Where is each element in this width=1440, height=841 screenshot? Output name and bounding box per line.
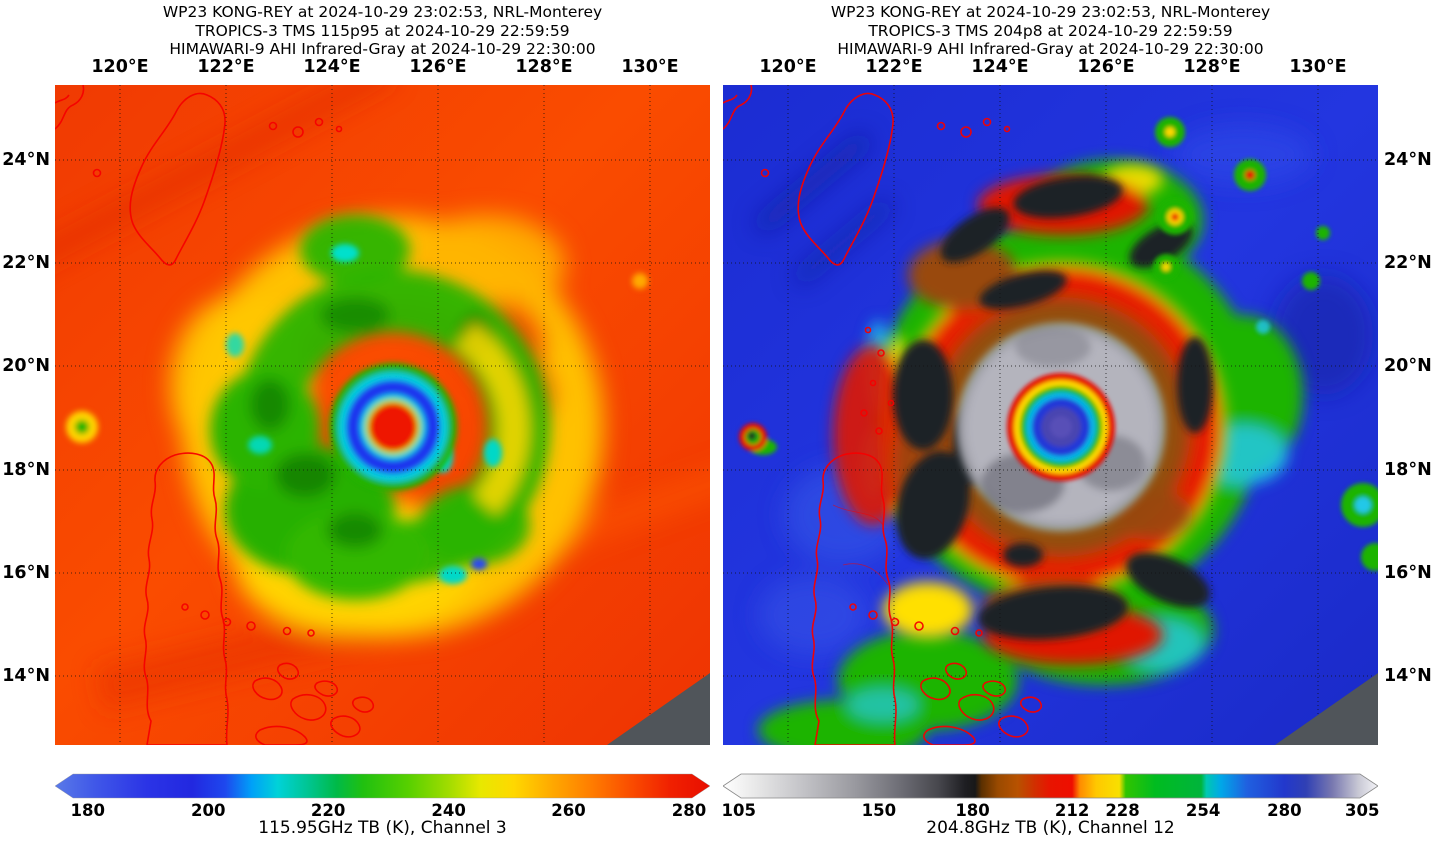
- lat-tick: 14°N: [2, 666, 50, 686]
- colorbar-tick: 150: [861, 801, 897, 820]
- panel-115-title: WP23 KONG-REY at 2024-10-29 23:02:53, NR…: [55, 3, 710, 59]
- map-115ghz: [13, 57, 788, 746]
- panel-115-title-line1: WP23 KONG-REY at 2024-10-29 23:02:53, NR…: [162, 3, 603, 21]
- lon-tick: 128°E: [1183, 57, 1241, 77]
- lon-tick: 130°E: [621, 57, 679, 77]
- lon-tick: 122°E: [197, 57, 255, 77]
- colorbar-caption-204ghz: 204.8GHz TB (K), Channel 12: [926, 818, 1175, 838]
- panel-204-title-line1: WP23 KONG-REY at 2024-10-29 23:02:53, NR…: [830, 3, 1271, 21]
- lon-tick: 122°E: [865, 57, 923, 77]
- lat-tick: 16°N: [2, 563, 50, 583]
- colorbar-tick: 280: [1267, 801, 1302, 820]
- colorbar-caption-115ghz: 115.95GHz TB (K), Channel 3: [258, 818, 507, 838]
- lon-tick: 130°E: [1289, 57, 1347, 77]
- lon-tick: 126°E: [409, 57, 467, 77]
- lat-tick: 18°N: [2, 460, 50, 480]
- colorbar-tick: 105: [721, 801, 756, 820]
- lon-tick: 120°E: [91, 57, 149, 77]
- nodata-corner: [607, 673, 710, 745]
- colorbar-tick: 305: [1345, 801, 1380, 820]
- coastlines: [722, 84, 1043, 746]
- colorbar-tick: 260: [551, 801, 586, 820]
- panel-204-title: WP23 KONG-REY at 2024-10-29 23:02:53, NR…: [723, 3, 1378, 59]
- panel-115-title-line3: HIMAWARI-9 AHI Infrared-Gray at 2024-10-…: [169, 40, 596, 58]
- panel-115-title-line2: TROPICS-3 TMS 115p95 at 2024-10-29 22:59…: [195, 21, 570, 40]
- coastlines: [54, 84, 375, 746]
- colorbar-tick: 280: [671, 801, 707, 820]
- colorbar-tick: 212: [1054, 801, 1090, 820]
- lon-tick: 128°E: [515, 57, 573, 77]
- colorbar-204ghz: 105 150 180 212 228 254 280 305 204.8GHz…: [721, 773, 1380, 841]
- panel-204-title-line3: HIMAWARI-9 AHI Infrared-Gray at 2024-10-…: [837, 40, 1264, 58]
- lat-tick: 20°N: [2, 356, 50, 376]
- colorbar-tick: 228: [1105, 801, 1140, 820]
- colorbar-tick: 180: [955, 801, 990, 820]
- lat-tick: 14°N: [1384, 666, 1432, 686]
- lon-tick: 120°E: [759, 57, 817, 77]
- lon-tick: 126°E: [1077, 57, 1135, 77]
- colorbar-tick: 254: [1185, 801, 1221, 820]
- rainband-ring: [210, 215, 550, 600]
- lon-tick: 124°E: [303, 57, 361, 77]
- storm-image-115ghz: [13, 57, 788, 746]
- colorbar-tick: 180: [70, 801, 105, 820]
- colorbar-115ghz-bar: [55, 773, 710, 799]
- colorbar-tick: 200: [191, 801, 226, 820]
- lat-tick: 16°N: [1384, 563, 1432, 583]
- map-204ghz: [722, 84, 1389, 760]
- lat-tick: 22°N: [1384, 253, 1432, 273]
- colorbar-204ghz-bar: [723, 773, 1378, 799]
- lat-tick: 24°N: [1384, 150, 1432, 170]
- colorbar-115ghz: 180 200 220 240 260 280 115.95GHz TB (K)…: [55, 773, 710, 841]
- nodata-corner: [1275, 673, 1378, 745]
- lat-tick: 24°N: [2, 150, 50, 170]
- colorbar-tick: 240: [431, 801, 466, 820]
- lat-tick: 22°N: [2, 253, 50, 273]
- storm-image-204ghz: [722, 84, 1389, 760]
- storm-eye: [329, 363, 457, 491]
- storm-eye: [1007, 373, 1115, 481]
- lat-tick: 20°N: [1384, 356, 1432, 376]
- panel-204-title-line2: TROPICS-3 TMS 204p8 at 2024-10-29 22:59:…: [868, 21, 1233, 40]
- lon-tick: 124°E: [971, 57, 1029, 77]
- lat-tick: 18°N: [1384, 460, 1432, 480]
- colorbar-tick: 220: [310, 801, 346, 820]
